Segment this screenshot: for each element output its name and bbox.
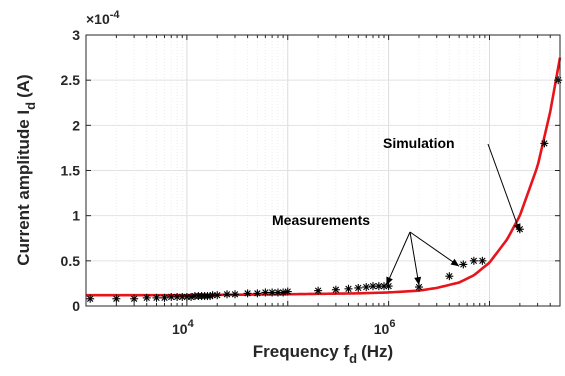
measurements-arrow bbox=[409, 231, 422, 286]
measurements-arrow bbox=[385, 231, 411, 286]
y-tick-label: 0.5 bbox=[61, 253, 81, 269]
simulation-arrow bbox=[487, 143, 521, 233]
measurement-point bbox=[478, 256, 487, 265]
measurement-point bbox=[331, 285, 340, 294]
measurement-point bbox=[213, 291, 222, 300]
measurement-point bbox=[160, 293, 169, 302]
measurement-point bbox=[86, 294, 95, 303]
x-tick-label: 106 bbox=[374, 318, 396, 337]
measurement-point bbox=[354, 283, 363, 292]
measurement-point bbox=[414, 283, 423, 292]
y-tick-label: 0 bbox=[72, 298, 80, 314]
y-axis-label: Current amplitude Id(A) bbox=[14, 74, 38, 265]
y-tick-label: 3 bbox=[72, 27, 80, 43]
y-tick-label: 1 bbox=[72, 208, 80, 224]
x-axis-label: Frequency fd (Hz) bbox=[253, 342, 393, 366]
measurement-point bbox=[178, 292, 187, 301]
measurement-point bbox=[112, 294, 121, 303]
measurement-point bbox=[540, 139, 549, 148]
measurement-point bbox=[253, 289, 262, 298]
x-tick-label: 104 bbox=[172, 318, 195, 337]
y-multiplier-label: ×10-4 bbox=[86, 9, 120, 27]
simulation-annotation: Simulation bbox=[383, 135, 455, 151]
measurement-point bbox=[344, 284, 353, 293]
y-tick-label: 1.5 bbox=[61, 163, 81, 179]
measurement-point bbox=[283, 287, 292, 296]
measurement-point bbox=[314, 286, 323, 295]
y-tick-label: 2.5 bbox=[61, 72, 81, 88]
measurement-point bbox=[223, 290, 232, 299]
tick-layer: 0 0.5 1 1.5 2 2.5 3 104 106 bbox=[61, 27, 561, 337]
measurement-point bbox=[130, 294, 139, 303]
measurement-point bbox=[142, 293, 151, 302]
annotations-layer: Simulation Measurements bbox=[272, 135, 521, 286]
measurement-point bbox=[231, 290, 240, 299]
measurement-point bbox=[268, 288, 277, 297]
measurement-point bbox=[384, 282, 393, 291]
measurement-point bbox=[243, 289, 252, 298]
measurements-arrow bbox=[409, 231, 460, 267]
y-tick-label: 2 bbox=[72, 117, 80, 133]
measurement-point bbox=[445, 272, 454, 281]
measurements-annotation: Measurements bbox=[272, 212, 370, 228]
measurement-point bbox=[362, 283, 371, 292]
measurement-point bbox=[152, 293, 161, 302]
series-layer bbox=[86, 57, 563, 303]
measurement-point bbox=[469, 256, 478, 265]
measurement-point bbox=[459, 260, 468, 269]
measurement-point bbox=[261, 288, 270, 297]
